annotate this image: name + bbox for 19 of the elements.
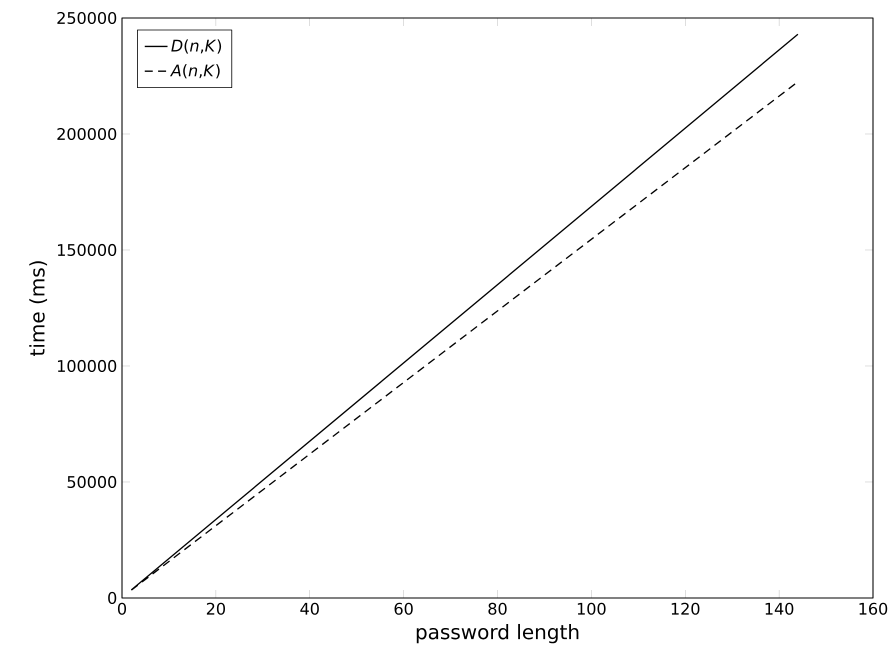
legend-label: D(n,K): [171, 39, 222, 54]
legend-label: A(n,K): [170, 64, 220, 78]
y-tick-label: 100000: [58, 360, 116, 372]
y-tick-label: 200000: [57, 128, 116, 140]
x-tick-label: 40: [300, 602, 319, 615]
x-tick-label: 20: [206, 602, 225, 615]
x-tick-label: 140: [766, 602, 794, 615]
x-tick-label: 120: [672, 602, 700, 615]
y-tick-label: 0: [108, 592, 116, 604]
x-tick-label: 80: [488, 602, 507, 615]
y-tick-label: 150000: [58, 244, 116, 256]
y-tick-label: 250000: [57, 12, 116, 24]
x-tick-label: 160: [859, 602, 888, 615]
x-axis-title: password length: [416, 624, 578, 644]
x-tick-label: 60: [394, 602, 413, 615]
x-tick-label: 100: [578, 602, 606, 615]
y-tick-label: 50000: [68, 476, 116, 488]
y-axis-title: time (ms): [29, 261, 48, 356]
x-tick-label: 0: [118, 602, 126, 615]
